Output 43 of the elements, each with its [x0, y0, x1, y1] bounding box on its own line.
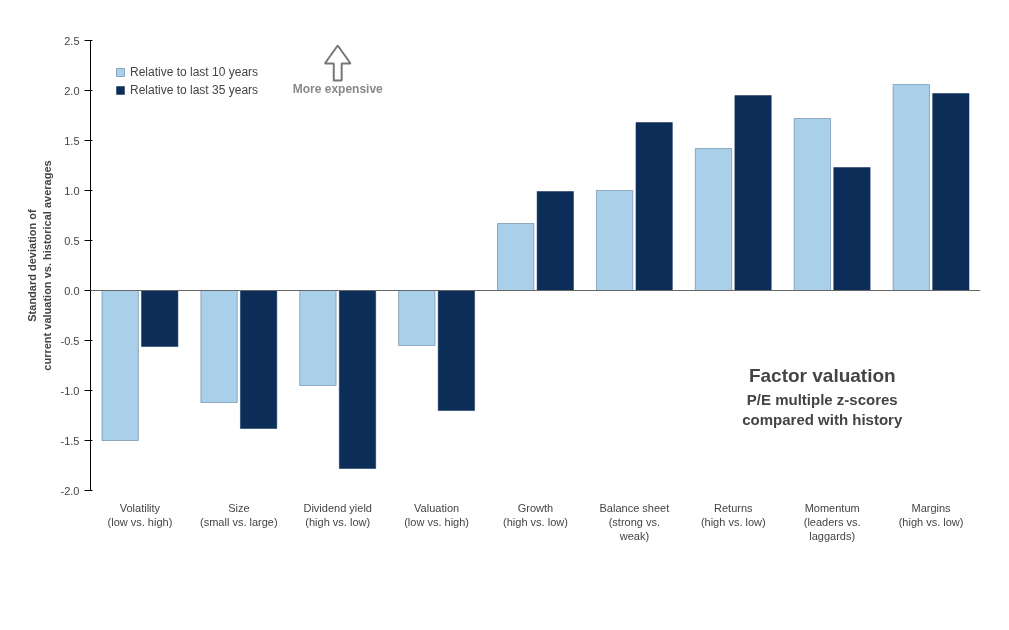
x-tick-label: Dividend yield (high vs. low) — [303, 501, 372, 528]
x-tick-label: Volatility (low vs. high) — [107, 501, 173, 528]
y-tick-label: 2.0 — [64, 84, 80, 97]
y-tick-label: -1.5 — [60, 434, 80, 447]
bar — [398, 290, 436, 346]
y-tick-label: 2.5 — [64, 34, 80, 47]
bar — [240, 290, 278, 429]
y-tick-label: 1.0 — [64, 184, 80, 197]
bar — [734, 95, 772, 291]
text: P/E multiple z-scores compared with history — [742, 390, 903, 428]
y-tick-label: -1.0 — [60, 384, 80, 397]
bar — [833, 167, 871, 291]
x-tick-label: Size (small vs. large) — [200, 501, 278, 528]
bar — [497, 223, 535, 291]
bar — [299, 290, 337, 386]
y-tick-label: -2.0 — [60, 484, 80, 497]
x-tick-label: Returns (high vs. low) — [700, 501, 766, 528]
x-tick-label: Growth (high vs. low) — [503, 501, 568, 528]
y-tick-label: 0.0 — [64, 284, 80, 297]
x-tick-label: Valuation (low vs. high) — [404, 501, 470, 528]
x-tick-label: Margins (high vs. low) — [898, 501, 964, 528]
text: Factor valuation — [748, 364, 896, 386]
bar — [932, 93, 970, 291]
x-tick-label: Balance sheet (strong vs. weak) — [599, 501, 670, 543]
bar — [437, 290, 475, 411]
bar — [793, 118, 831, 291]
bar — [892, 84, 930, 291]
x-tick-label: Momentum (leaders vs. laggards) — [803, 501, 861, 543]
legend-label: Relative to last 10 years — [130, 65, 259, 79]
bar — [141, 290, 179, 347]
y-tick-label: 1.5 — [64, 134, 80, 147]
bar — [596, 190, 634, 291]
bar — [695, 148, 732, 291]
bar — [101, 290, 139, 441]
annotation: More expensive — [292, 81, 384, 96]
bar — [536, 191, 574, 291]
y-tick-label: 0.5 — [64, 234, 80, 247]
legend-label: Relative to last 35 years — [130, 83, 259, 97]
bar — [635, 122, 673, 291]
y-axis-title: Standard deviation of current valuation vs. historical averages — [26, 160, 53, 371]
y-tick-label: -0.5 — [60, 334, 80, 347]
bar — [339, 290, 376, 469]
bar — [200, 290, 238, 403]
